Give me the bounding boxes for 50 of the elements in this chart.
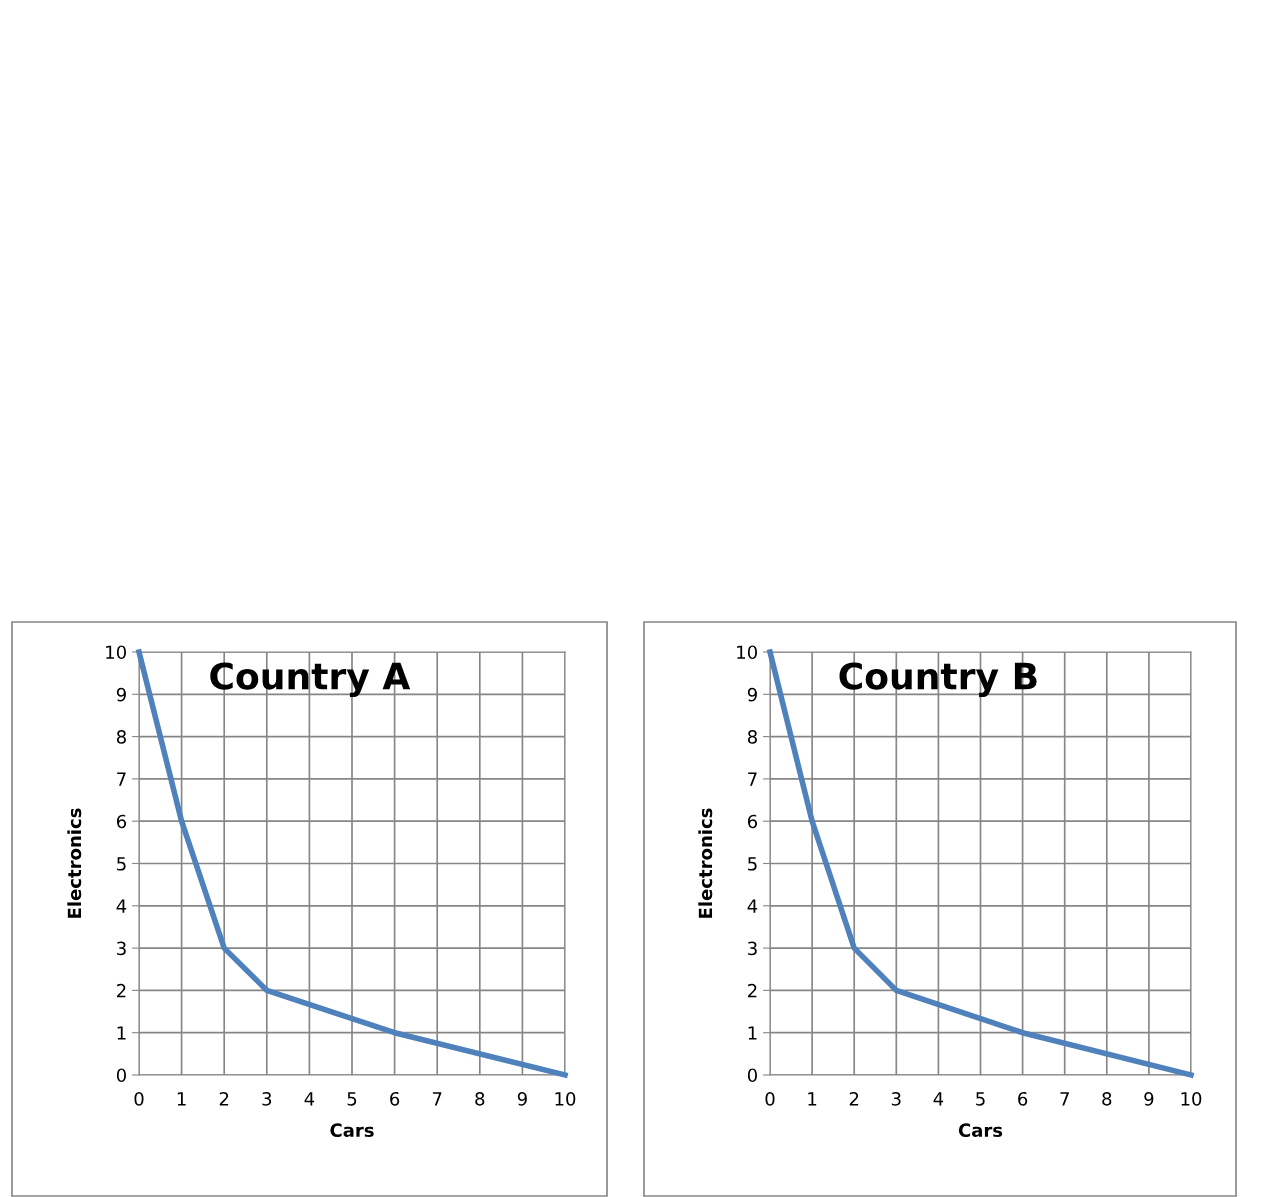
x-tick-label: 9 [1144,1091,1154,1106]
x-tick-label: 6 [390,1091,400,1106]
x-tick-label: 4 [304,1092,315,1106]
y-tick-label: 8 [116,730,126,744]
y-tick-label: 7 [117,772,126,786]
x-tick-label: 9 [517,1091,527,1106]
y-axis-title: Electronics [67,808,82,918]
x-tick-label: 3 [262,1091,272,1106]
x-tick-label: 2 [849,1091,859,1106]
x-tick-label: 10 [1181,1091,1202,1106]
x-tick-label: 7 [432,1092,442,1106]
y-tick-label: 1 [748,1026,757,1040]
x-tick-label: 5 [976,1092,985,1106]
y-tick-label: 5 [117,857,126,871]
y-axis-title: Electronics [698,808,713,918]
chart-title: Country B [839,662,1037,697]
y-tick-label: 4 [747,899,758,913]
x-tick-label: 2 [219,1091,229,1106]
x-tick-label: 1 [808,1092,817,1106]
x-tick-label: 5 [347,1092,357,1106]
y-tick-label: 1 [117,1026,126,1040]
x-tick-label: 1 [177,1092,186,1106]
y-tick-label: 0 [747,1068,757,1083]
x-axis-title: Cars [330,1123,374,1138]
y-tick-label: 6 [747,814,758,829]
x-tick-label: 4 [933,1092,944,1106]
y-tick-label: 5 [748,857,757,871]
x-tick-label: 7 [1060,1092,1069,1106]
y-tick-label: 10 [106,645,126,660]
y-tick-label: 2 [748,983,757,998]
x-tick-label: 8 [1102,1091,1112,1106]
y-tick-label: 9 [116,687,126,702]
x-tick-label: 0 [765,1091,775,1106]
y-tick-label: 0 [116,1068,126,1083]
y-tick-label: 8 [747,730,757,744]
y-tick-label: 9 [747,687,757,702]
y-tick-label: 3 [117,941,126,956]
x-tick-label: 6 [1018,1091,1028,1106]
x-tick-label: 10 [555,1091,576,1106]
x-axis-title: Cars [958,1123,1003,1138]
x-tick-label: 8 [475,1091,485,1106]
y-tick-label: 4 [116,899,127,913]
y-tick-label: 7 [748,772,757,786]
y-tick-label: 10 [737,645,757,660]
x-tick-label: 3 [891,1091,901,1106]
y-tick-label: 3 [748,941,757,956]
chart-title: Country A [210,662,411,697]
y-tick-label: 6 [116,814,127,829]
x-tick-label: 0 [134,1091,144,1106]
y-tick-label: 2 [117,983,126,998]
